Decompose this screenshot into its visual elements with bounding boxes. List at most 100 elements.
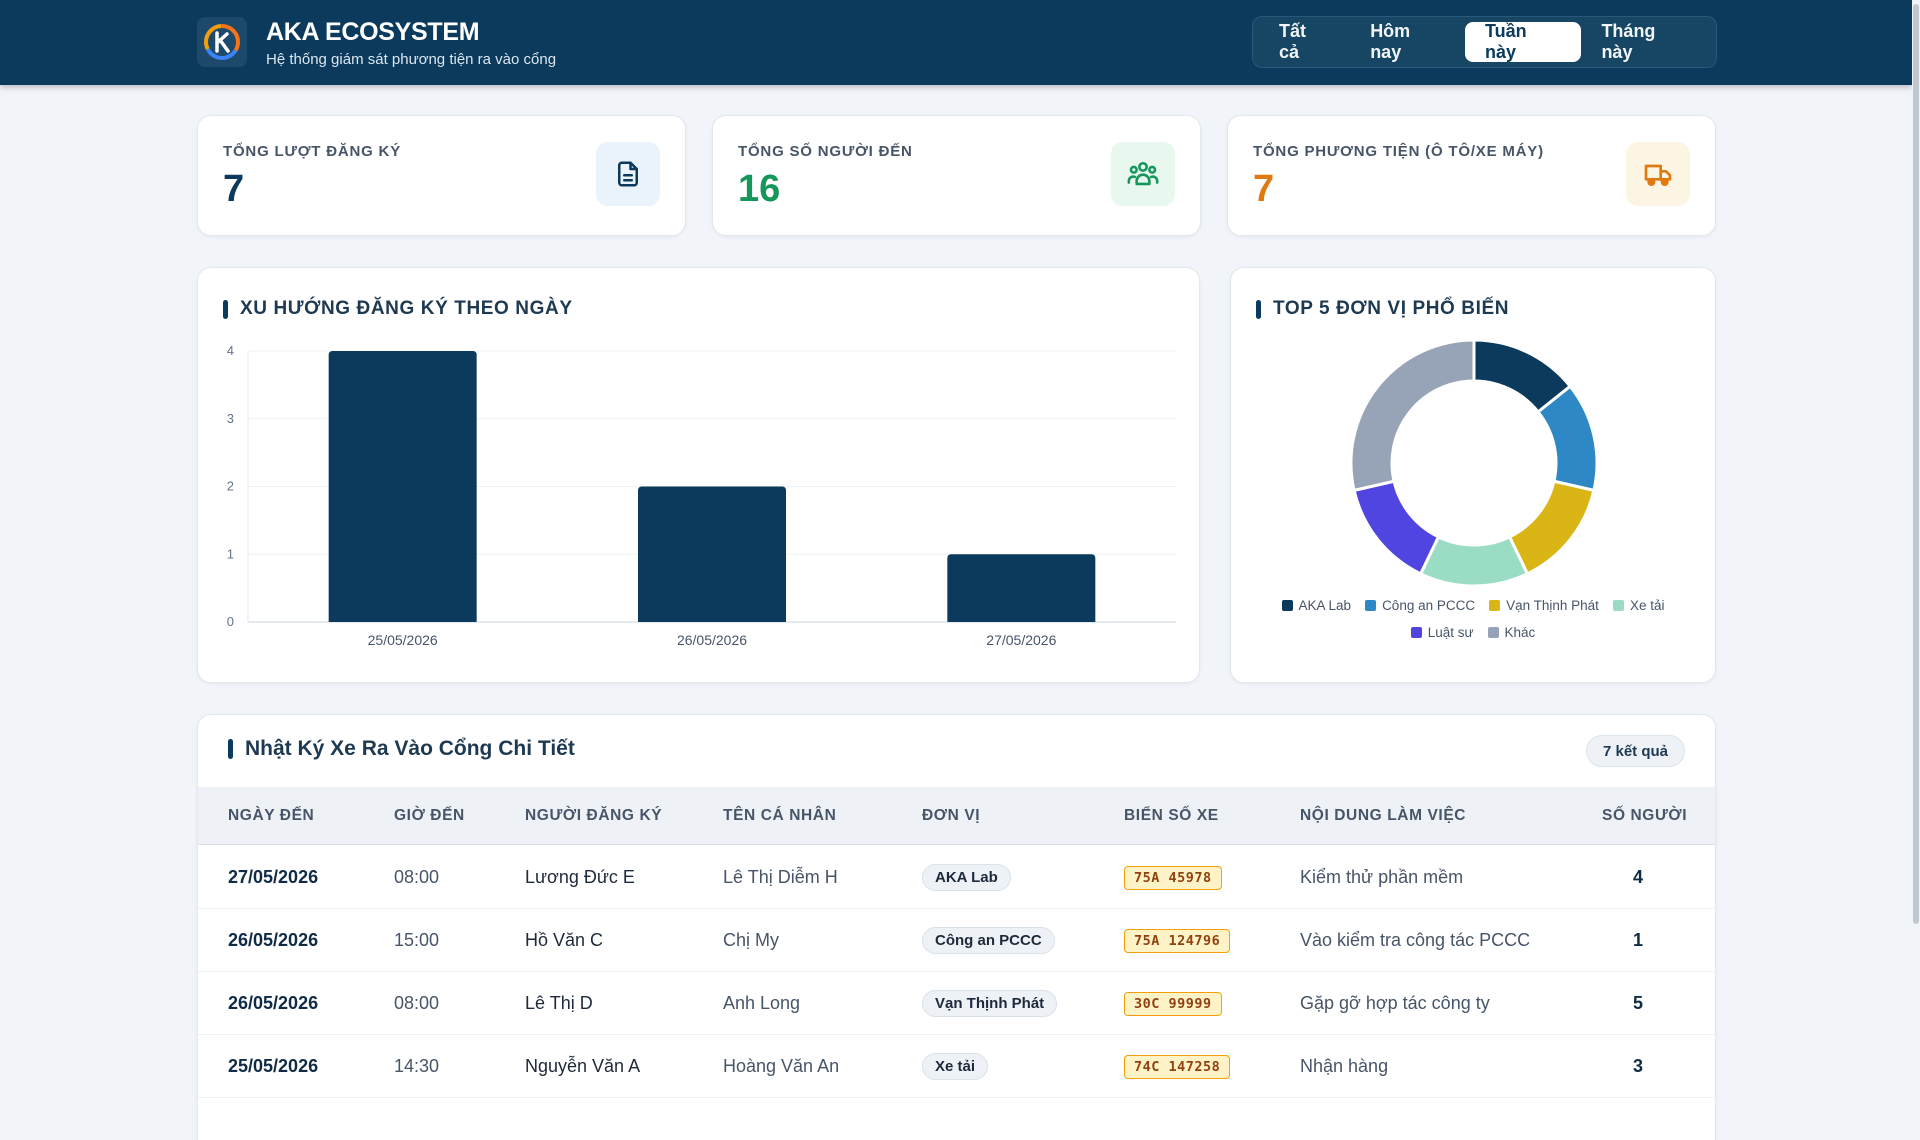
stat-value: 16 <box>738 168 781 210</box>
col-registrant[interactable]: NGƯỜI ĐĂNG KÝ <box>525 807 663 824</box>
bar[interactable] <box>947 554 1096 622</box>
unit-badge: Xe tải <box>922 1053 989 1080</box>
trend-chart-panel: XU HƯỚNG ĐĂNG KÝ THEO NGÀY 0 1 2 3 4 25/05/20… <box>197 267 1200 683</box>
filter-this-month-button[interactable]: Tháng này <box>1601 21 1656 62</box>
cell-registrant: Hồ Văn C <box>525 930 604 950</box>
col-plate[interactable]: BIỂN SỐ XE <box>1124 807 1219 824</box>
bar[interactable] <box>328 351 477 622</box>
cell-unit: Vạn Thịnh Phát <box>922 972 1058 1035</box>
cell-time: 08:00 <box>394 993 440 1013</box>
unit-badge: Công an PCCC <box>922 927 1055 954</box>
cell-time: 14:30 <box>394 1056 440 1076</box>
legend-label: Khác <box>1504 625 1536 640</box>
legend-label: Xe tải <box>1629 598 1665 613</box>
cell-count: 1 <box>1632 930 1643 950</box>
cell-plate: 30C 99999 <box>1124 972 1222 1035</box>
stat-card-vehicles: TỔNG PHƯƠNG TIỆN (Ô TÔ/XE MÁY) 7 <box>1227 115 1716 236</box>
table-row[interactable]: 26/05/2026 15:00 Hồ Văn C Chị My Công an PCC… <box>198 909 1715 972</box>
x-tick-label: 25/05/2026 <box>368 632 438 648</box>
time-filter-group: Tất cả Hôm nay Tuần này Tháng này <box>1252 16 1717 68</box>
page-scrollbar[interactable] <box>1912 0 1920 1140</box>
cell-date: 27/05/2026 <box>228 867 319 887</box>
title-accent <box>223 299 228 319</box>
col-person[interactable]: TÊN CÁ NHÂN <box>723 807 837 824</box>
stat-label: TỔNG LƯỢT ĐĂNG KÝ <box>223 143 401 160</box>
bar-chart: 0 1 2 3 4 25/05/2026 26/05/2026 27/05/2026 <box>227 343 1176 648</box>
cell-person: Lê Thị Diễm H <box>723 867 838 887</box>
cell-time: 15:00 <box>394 930 440 950</box>
cell-person: Anh Long <box>723 993 801 1013</box>
filter-this-week-button[interactable]: Tuần này <box>1465 21 1582 62</box>
scrollbar-thumb[interactable] <box>1913 4 1919 924</box>
cell-date: 26/05/2026 <box>228 930 319 950</box>
legend-item[interactable]: Khác <box>1487 625 1536 640</box>
log-title: Nhật Ký Xe Ra Vào Cổng Chi Tiết <box>245 737 575 760</box>
col-date[interactable]: NGÀY ĐẾN <box>228 807 315 824</box>
cell-purpose: Gặp gỡ hợp tác công ty <box>1300 993 1490 1013</box>
result-count-badge: 7 kết quả <box>1585 735 1685 767</box>
legend-label: AKA Lab <box>1298 598 1352 613</box>
trend-chart-title: XU HƯỚNG ĐĂNG KÝ THEO NGÀY <box>240 298 573 319</box>
cell-unit: Công an PCCC <box>922 909 1055 972</box>
filter-all-button[interactable]: Tất cả <box>1279 21 1306 62</box>
legend-swatch <box>1365 600 1377 611</box>
cell-purpose: Kiểm thử phần mềm <box>1300 867 1464 887</box>
table-header: NGÀY ĐẾN GIỜ ĐẾN NGƯỜI ĐĂNG KÝ TÊN CÁ NH… <box>198 787 1715 845</box>
cell-count: 3 <box>1632 1056 1643 1076</box>
filter-today-button[interactable]: Hôm nay <box>1370 21 1411 62</box>
x-tick-label: 26/05/2026 <box>677 632 747 648</box>
y-tick-label: 2 <box>227 479 234 494</box>
stat-card-visitors: TỔNG SỐ NGƯỜI ĐẾN 16 <box>712 115 1201 236</box>
table-row[interactable]: 25/05/2026 14:30 Nguyễn Văn A Hoàng Văn An X… <box>198 1035 1715 1098</box>
document-icon <box>596 142 660 206</box>
legend-swatch <box>1487 627 1499 638</box>
legend-swatch <box>1410 627 1422 638</box>
legend-item[interactable]: Xe tải <box>1612 598 1665 613</box>
cell-count: 4 <box>1632 867 1643 887</box>
cell-date: 25/05/2026 <box>228 1056 319 1076</box>
stat-card-registrations: TỔNG LƯỢT ĐĂNG KÝ 7 <box>197 115 686 236</box>
brand-logo <box>197 17 247 67</box>
legend-swatch <box>1281 600 1293 611</box>
y-tick-label: 0 <box>227 614 234 629</box>
users-icon <box>1111 142 1175 206</box>
legend-item[interactable]: AKA Lab <box>1281 598 1352 613</box>
y-tick-label: 4 <box>227 343 234 358</box>
gate-log-panel: Nhật Ký Xe Ra Vào Cổng Chi Tiết 7 kết qu… <box>197 714 1716 1140</box>
table-title: Nhật Ký Xe Ra Vào Cổng Chi Tiết <box>228 737 575 761</box>
donut-slice[interactable] <box>1418 534 1530 588</box>
col-purpose[interactable]: NỘI DUNG LÀM VIỆC <box>1300 807 1467 824</box>
cell-registrant: Lê Thị D <box>525 993 593 1013</box>
cell-unit: AKA Lab <box>922 846 1011 909</box>
x-tick-label: 27/05/2026 <box>986 632 1056 648</box>
stat-label: TỔNG PHƯƠNG TIỆN (Ô TÔ/XE MÁY) <box>1253 143 1544 160</box>
title-accent <box>1256 299 1261 319</box>
license-plate: 75A 124796 <box>1124 928 1231 953</box>
col-count[interactable]: SỐ NGƯỜI <box>1602 807 1688 824</box>
cell-person: Chị My <box>723 930 780 950</box>
table-row[interactable]: 26/05/2026 08:00 Lê Thị D Anh Long Vạn Thịnh… <box>198 972 1715 1035</box>
table-row[interactable]: 27/05/2026 08:00 Lương Đức E Lê Thị Diễm H A… <box>198 846 1715 909</box>
unit-badge: Vạn Thịnh Phát <box>922 990 1058 1017</box>
license-plate: 75A 45978 <box>1124 865 1222 890</box>
cell-plate: 75A 45978 <box>1124 846 1222 909</box>
cell-unit: Xe tải <box>922 1035 989 1098</box>
donut-slice[interactable] <box>1352 479 1441 576</box>
cell-purpose: Nhận hàng <box>1300 1056 1389 1076</box>
donut-slice[interactable] <box>1349 338 1476 493</box>
truck-icon <box>1626 142 1690 206</box>
legend-item[interactable]: Luật sư <box>1410 625 1474 640</box>
col-time[interactable]: GIỜ ĐẾN <box>394 807 465 824</box>
app-title: AKA ECOSYSTEM <box>266 18 480 46</box>
cell-registrant: Nguyễn Văn A <box>525 1056 641 1076</box>
y-tick-label: 1 <box>227 546 234 561</box>
cell-time: 08:00 <box>394 867 440 887</box>
panel-title: TOP 5 ĐƠN VỊ PHỔ BIẾN <box>1256 298 1509 320</box>
stat-value: 7 <box>223 168 245 210</box>
logo-icon <box>204 24 240 60</box>
col-unit[interactable]: ĐƠN VỊ <box>922 807 981 824</box>
cell-person: Hoàng Văn An <box>723 1056 840 1076</box>
legend-item[interactable]: Vạn Thịnh Phát <box>1489 598 1599 613</box>
legend-item[interactable]: Công an PCCC <box>1365 598 1475 613</box>
bar[interactable] <box>638 486 786 623</box>
